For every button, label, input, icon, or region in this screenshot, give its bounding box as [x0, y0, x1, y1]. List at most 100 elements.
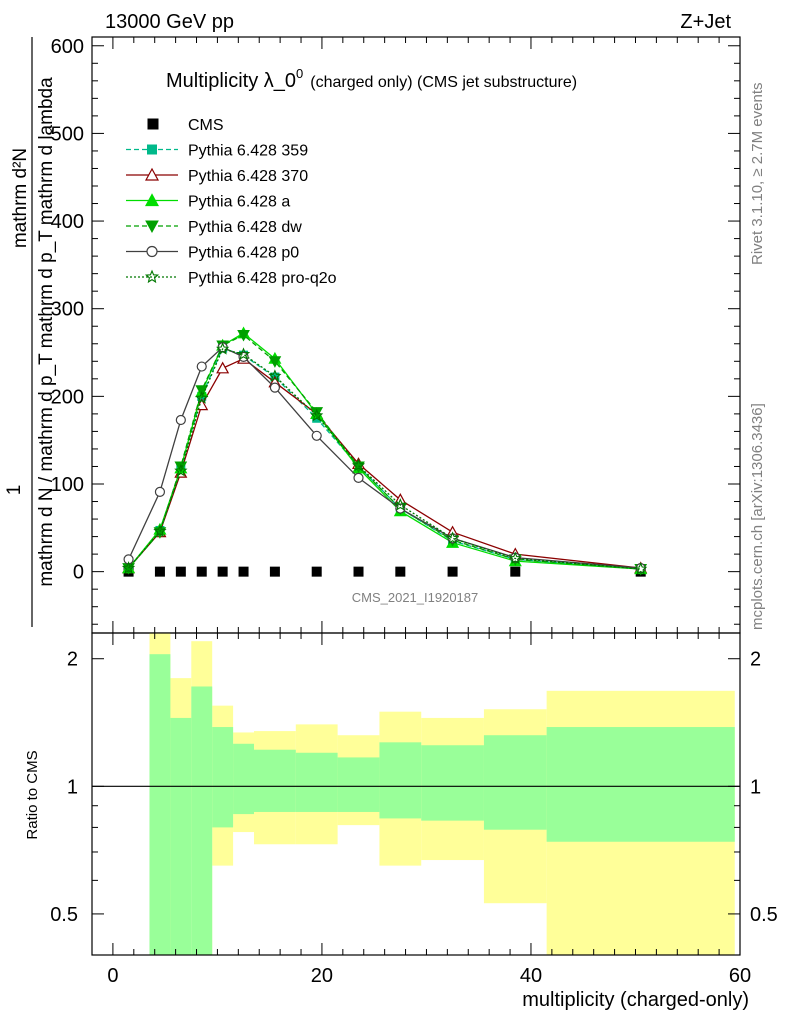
ylabel-numerator: mathrm d²N — [10, 148, 31, 248]
series-point — [393, 498, 407, 511]
x-tick-label: 20 — [311, 965, 333, 987]
cms-data-point — [154, 566, 165, 577]
series-point — [174, 461, 188, 474]
series-point — [195, 391, 209, 404]
series-point — [175, 414, 186, 426]
series-point — [196, 361, 207, 372]
series-point — [311, 430, 322, 441]
ratio-y-tick-label-right: 2 — [750, 649, 761, 671]
series-1 — [124, 343, 646, 574]
rivet-label: Rivet 3.1.10, ≥ 2.7M events — [749, 83, 766, 266]
cms-data-point — [395, 566, 406, 577]
main-y-tick-labels: 0 100 200 300 400 500 600 — [51, 36, 84, 584]
series-line — [128, 347, 641, 570]
header-right: Z+Jet — [680, 11, 731, 33]
series-point — [445, 531, 460, 544]
cms-data-point — [196, 566, 207, 577]
series-0 — [123, 566, 646, 577]
legend-marker — [144, 193, 160, 207]
x-tick-labels: 0 20 40 60 — [107, 965, 751, 987]
y-tick-label: 400 — [51, 211, 84, 233]
y-tick-label: 500 — [51, 123, 84, 145]
ratio-y-tick-label: 0.5 — [50, 904, 78, 926]
legend: CMS Pythia 6.428 359 Pythia 6.428 370 Pythi… — [126, 117, 337, 287]
ylabel-one: 1 — [4, 485, 25, 496]
stat-band-bin — [546, 727, 735, 842]
y-tick-label: 600 — [51, 36, 84, 58]
series-point — [634, 562, 648, 575]
legend-label: Pythia 6.428 359 — [188, 143, 308, 160]
legend-marker — [144, 167, 160, 181]
ylabel-denominator: mathrm d N / mathrm d p_T mathrm d p_T m… — [36, 77, 57, 587]
mcplots-label: mcplots.cern.ch [arXiv:1306.3436] — [749, 403, 766, 630]
series-point — [236, 347, 251, 360]
series-point — [216, 342, 230, 355]
cms-data-point — [447, 566, 458, 577]
legend-entry-0: CMS — [147, 117, 224, 134]
xlabel: multiplicity (charged-only) — [522, 989, 749, 1011]
legend-label: Pythia 6.428 dw — [188, 219, 302, 236]
series-point — [269, 382, 281, 393]
watermark: CMS_2021_I1920187 — [352, 590, 479, 605]
x-tick-label: 40 — [520, 965, 542, 987]
ratio-ticks — [92, 633, 741, 956]
series-point — [268, 369, 282, 382]
legend-label: Pythia 6.428 pro-q2o — [188, 270, 337, 287]
y-tick-label: 100 — [51, 474, 84, 496]
y-tick-label: 200 — [51, 386, 84, 408]
main-ticks — [92, 37, 741, 633]
title-main: Multiplicity λ_0 — [166, 70, 296, 92]
ratio-y-tick-label-right: 0.5 — [750, 904, 778, 926]
legend-entry-2: Pythia 6.428 370 — [126, 167, 308, 185]
series-point — [121, 561, 136, 574]
stat-band-bin — [170, 717, 192, 955]
series-point — [216, 361, 230, 374]
legend-label: Pythia 6.428 a — [188, 194, 290, 211]
ratio-ylabel: Ratio to CMS — [24, 750, 41, 839]
legend-swatch — [147, 118, 159, 130]
series-line — [128, 346, 641, 569]
x-tick-label: 60 — [729, 965, 751, 987]
stat-band-bin — [337, 757, 380, 812]
legend-marker — [145, 220, 159, 234]
ratio-y-tick-labels: 0.5 0.5 1 1 2 2 — [50, 649, 778, 926]
series-6 — [121, 342, 648, 575]
stat-band-bin — [233, 743, 254, 815]
ratio-y-tick-label-right: 1 — [750, 776, 761, 798]
ratio-frame — [91, 632, 741, 956]
ratio-bands — [149, 633, 735, 955]
series-point — [508, 551, 522, 565]
stat-band-bin — [149, 654, 171, 955]
series-point — [237, 330, 250, 342]
cms-data-point — [353, 566, 364, 577]
legend-label: Pythia 6.428 370 — [188, 168, 308, 185]
stat-band-bin — [295, 752, 338, 812]
title-rest: (charged only) (CMS jet substructure) — [310, 74, 577, 91]
series-point — [310, 408, 324, 422]
ratio-panel: 0.5 0.5 1 1 2 2 0 20 40 60 Ratio to CMS multipli… — [24, 632, 778, 1011]
legend-entry-6: Pythia 6.428 pro-q2o — [126, 269, 337, 287]
cms-data-point — [510, 566, 521, 577]
cms-data-point — [311, 566, 322, 577]
legend-label: Pythia 6.428 p0 — [188, 245, 299, 262]
series-point — [195, 398, 209, 411]
legend-entry-4: Pythia 6.428 dw — [126, 219, 302, 236]
legend-entry-5: Pythia 6.428 p0 — [126, 245, 299, 262]
series-point — [351, 458, 366, 472]
series-point — [153, 524, 167, 537]
y-tick-label: 0 — [73, 562, 84, 584]
stat-band-bin — [254, 749, 296, 812]
stat-band-bin — [483, 735, 547, 830]
ratio-y-tick-label: 2 — [67, 649, 78, 671]
legend-marker — [144, 269, 160, 284]
ratio-y-tick-label: 1 — [67, 776, 78, 798]
series-point — [195, 385, 209, 397]
series-point — [353, 472, 364, 483]
x-tick-label: 0 — [107, 965, 118, 987]
series-line — [128, 348, 641, 570]
title-sup: 0 — [296, 66, 303, 81]
series-point — [154, 486, 166, 497]
legend-marker — [146, 245, 158, 258]
header-left: 13000 GeV pp — [105, 11, 234, 33]
